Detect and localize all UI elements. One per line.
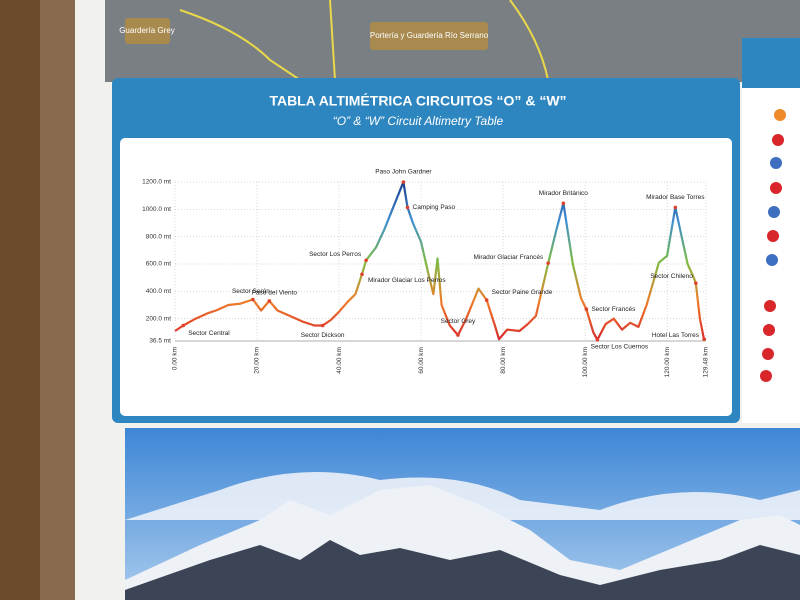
y-tick-label: 36.5 mt (149, 338, 171, 345)
legend-header (742, 38, 800, 88)
icon (768, 206, 780, 218)
chart-card (120, 138, 732, 416)
annotation-label: Sector Los Perros (309, 251, 362, 258)
icon (774, 109, 786, 121)
icon (770, 157, 782, 169)
chart-subtitle: “O” & “W” Circuit Altimetry Table (333, 114, 504, 128)
map-label-box (125, 18, 170, 44)
icon (766, 254, 778, 266)
wood-edge (0, 0, 40, 600)
annotation-point (251, 297, 255, 302)
annotation-point (360, 272, 364, 277)
annotation-point (364, 258, 368, 263)
annotation-label: Paso John Gardner (375, 169, 432, 176)
annotation-point (484, 298, 489, 302)
x-tick-label: 120.00 km (664, 347, 671, 377)
y-tick-label: 1200.0 mt (142, 179, 171, 186)
rock-ridge (125, 540, 800, 600)
x-tick-label: 40.00 km (336, 347, 343, 374)
annotation-label: Sector Dickson (301, 332, 345, 339)
icon (764, 300, 776, 312)
annotation-label: Paso del Viento (252, 290, 298, 297)
annotation-label: Mirador Glaciar Los Perros (368, 277, 446, 284)
y-tick-label: 600.0 mt (146, 261, 171, 268)
annotation-label: Sector Chileno (650, 273, 693, 280)
annotation-label: Sector Grey (441, 318, 476, 325)
annotation-point (546, 261, 550, 265)
elevation-line (174, 180, 706, 341)
annotation-label: Sector Francés (591, 306, 636, 313)
annotation-label: Sector Paine Grande (492, 289, 553, 296)
legend-icons (760, 109, 786, 382)
icon (763, 324, 775, 336)
x-tick-label: 60.00 km (418, 347, 425, 374)
annotation-label: Camping Paso (413, 204, 456, 211)
map-label: Portería y Guardería Río Serrano (370, 31, 489, 40)
annotation-label: Sector Los Cuernos (591, 344, 649, 351)
x-tick-label: 80.00 km (500, 347, 507, 374)
annotation-point (181, 323, 186, 328)
map-label-box (370, 22, 488, 50)
icon (760, 370, 772, 382)
annotation-label: Sector Serón (232, 288, 270, 295)
annotation-point (673, 205, 678, 210)
annotation-point (694, 281, 698, 285)
x-tick-label: 129.48 km (703, 347, 710, 377)
annotation-label: Mirador Base Torres (646, 194, 705, 201)
annotation-point (405, 205, 410, 210)
icon (772, 134, 784, 146)
y-tick-label: 800.0 mt (146, 233, 171, 240)
annotation-point (456, 333, 460, 337)
annotation-point (320, 323, 325, 328)
map-trail (179, 0, 549, 81)
annotation-label: Mirador Británico (539, 190, 589, 197)
icon (762, 348, 774, 360)
x-tick-label: 100.00 km (582, 347, 589, 377)
annotation-point (267, 299, 272, 303)
icon (770, 182, 782, 194)
y-tick-label: 400.0 mt (146, 288, 171, 295)
annotation-point (561, 201, 566, 206)
annotation-label: Hotel Las Torres (652, 332, 700, 339)
annotation-label: Sector Central (188, 330, 230, 337)
annotation-point (584, 307, 589, 311)
annotation-point (595, 338, 600, 342)
icon (767, 230, 779, 242)
annotation-point (401, 180, 406, 184)
chart-title: TABLA ALTIMÉTRICA CIRCUITOS “O” & “W” (269, 93, 566, 109)
annotation-point (702, 337, 706, 341)
map-label: Guardería Grey (119, 26, 175, 35)
x-tick-label: 20.00 km (254, 347, 261, 374)
x-tick-label: 0.00 km (172, 347, 179, 370)
y-tick-label: 200.0 mt (146, 315, 171, 322)
y-tick-label: 1000.0 mt (142, 206, 171, 213)
annotation-label: Mirador Glaciar Francés (473, 254, 543, 261)
